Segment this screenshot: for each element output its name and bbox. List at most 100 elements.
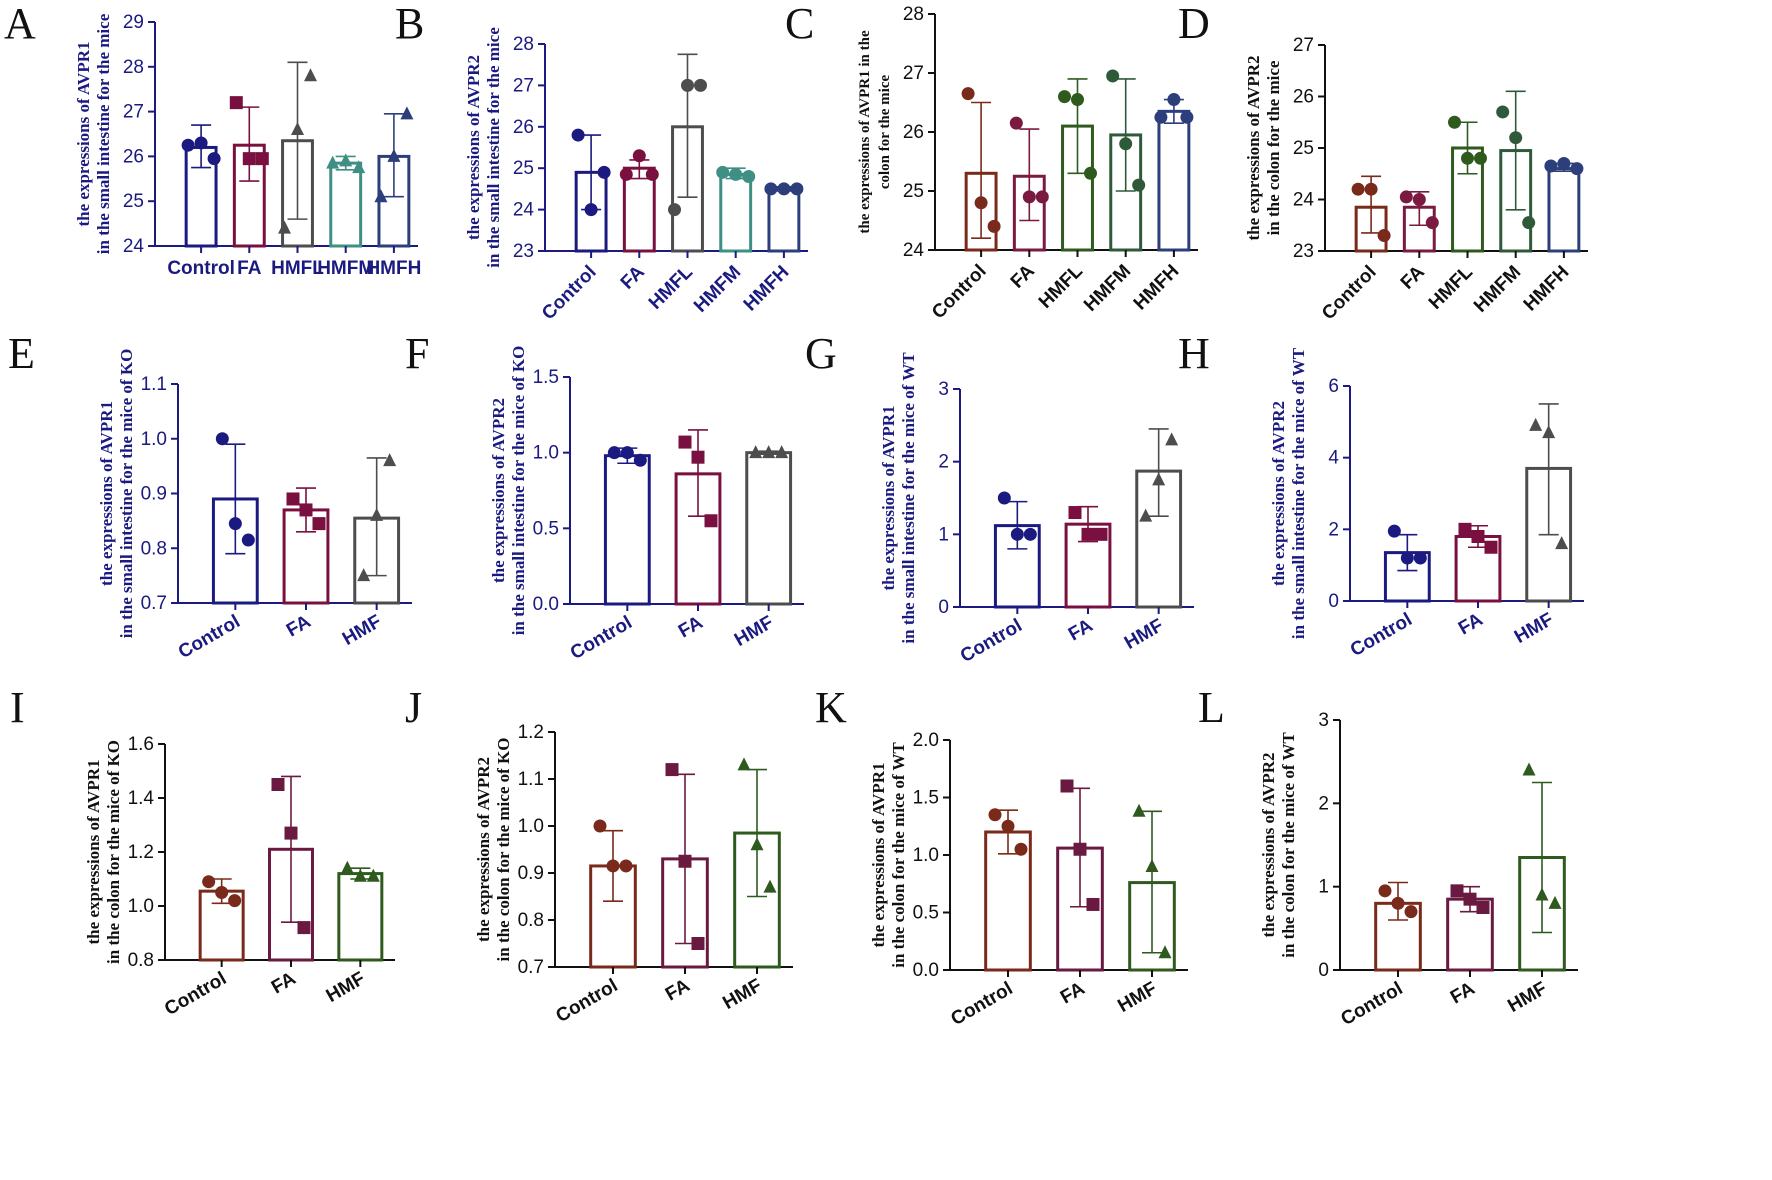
data-point [1119, 137, 1133, 151]
data-point [1378, 884, 1392, 898]
y-axis-label-line: in the small intestine for the mice of W… [1289, 347, 1308, 639]
data-point [271, 778, 285, 791]
panel-letter: I [10, 683, 25, 732]
y-tick-label: 24 [903, 240, 925, 261]
bar [745, 451, 793, 606]
data-point [1522, 216, 1536, 230]
y-tick-label: 28 [903, 4, 924, 25]
y-axis-label-line: the expressions of AVPR2 [464, 55, 483, 240]
y-tick-label: 27 [1293, 35, 1314, 56]
data-point [387, 148, 401, 162]
y-tick-label: 1 [938, 524, 949, 545]
data-point [284, 826, 298, 840]
data-point [665, 763, 679, 777]
data-point [742, 169, 756, 183]
data-point [988, 808, 1002, 822]
category-label: Control [1347, 609, 1416, 661]
y-tick-label: 1.0 [128, 896, 154, 917]
y-axis-label: the expressions of AVPR2in the colon for… [1259, 732, 1298, 958]
data-point [729, 167, 743, 181]
y-tick-label: 1.0 [141, 429, 167, 450]
data-point [750, 837, 764, 851]
y-axis-label: the expressions of AVPR2in the colon for… [1244, 56, 1283, 241]
y-tick-label: 1.1 [141, 374, 167, 395]
data-point [632, 149, 646, 163]
data-point [1073, 842, 1087, 856]
category-label: HMFM [1470, 262, 1525, 317]
data-point [704, 514, 718, 528]
bar [337, 872, 384, 962]
category-label: FA [1065, 615, 1097, 645]
data-point [1391, 896, 1405, 910]
data-point [1132, 803, 1146, 817]
y-tick-label: 6 [1328, 376, 1339, 397]
y-tick-label: 2 [1328, 519, 1339, 540]
data-point [764, 182, 778, 196]
category-label: HMFH [740, 262, 794, 316]
y-tick-label: 27 [513, 75, 534, 96]
data-point [1022, 190, 1036, 204]
y-axis-label-line: in the small intestine for the mice of K… [509, 346, 528, 636]
category-label: HMF [1121, 615, 1167, 654]
data-point [1086, 897, 1100, 911]
y-tick-label: 25 [123, 191, 144, 212]
data-point [790, 182, 804, 196]
category-label: Control [553, 975, 622, 1027]
category-label: FA [1007, 260, 1039, 292]
data-point [370, 507, 384, 521]
y-axis-label-line: in the colon for the mice [1264, 60, 1283, 235]
data-point [691, 450, 705, 464]
category-label: HMFL [645, 261, 697, 313]
y-tick-label: 1.0 [518, 816, 544, 837]
data-point [228, 517, 242, 531]
category-label: Control [1318, 262, 1381, 325]
data-point [668, 203, 681, 217]
data-point [1165, 432, 1179, 446]
data-point [597, 165, 611, 179]
category-label: HMF [1114, 978, 1160, 1017]
data-point [207, 152, 221, 166]
y-axis-label-line: the expressions of AVPR2 [474, 757, 493, 942]
category-label: FA [1447, 978, 1479, 1008]
data-point [1154, 110, 1168, 124]
y-axis-label-line: in the small intestine for the mice [484, 27, 503, 268]
data-point [1474, 151, 1487, 165]
data-point [961, 87, 975, 101]
data-point [215, 432, 229, 446]
y-tick-label: 3 [1318, 710, 1329, 731]
y-tick-label: 23 [1293, 241, 1314, 262]
data-point [1180, 110, 1194, 124]
y-tick-label: 24 [1293, 190, 1315, 211]
data-point [974, 196, 988, 210]
y-tick-label: 23 [513, 241, 534, 262]
data-point [763, 879, 777, 893]
panel-letter: E [8, 329, 35, 378]
data-point [400, 106, 414, 120]
y-tick-label: 26 [513, 117, 534, 138]
data-point [1484, 540, 1498, 554]
y-axis-label: the expressions of AVPR2in the small int… [464, 27, 503, 268]
data-point [326, 155, 340, 169]
data-point [1351, 182, 1365, 196]
data-point [1139, 508, 1153, 522]
data-point [678, 435, 692, 449]
data-point [737, 757, 751, 771]
category-label: Control [175, 611, 244, 663]
data-point [1458, 522, 1472, 536]
category-label: FA [662, 975, 694, 1005]
y-tick-label: 28 [513, 34, 534, 55]
data-point [1413, 551, 1427, 565]
y-tick-label: 0.5 [533, 518, 559, 539]
panel-letter: H [1178, 329, 1210, 378]
bar [719, 172, 753, 253]
category-label: Control [538, 262, 601, 325]
data-point [607, 446, 621, 460]
data-point [1425, 216, 1439, 230]
y-tick-label: 0.7 [141, 593, 167, 614]
y-axis-label-line: the expressions of AVPR2 [1244, 56, 1263, 241]
data-point [1461, 151, 1474, 165]
panel-letter: L [1198, 683, 1225, 732]
category-label: HMF [719, 975, 765, 1014]
category-label: FA [617, 261, 649, 293]
